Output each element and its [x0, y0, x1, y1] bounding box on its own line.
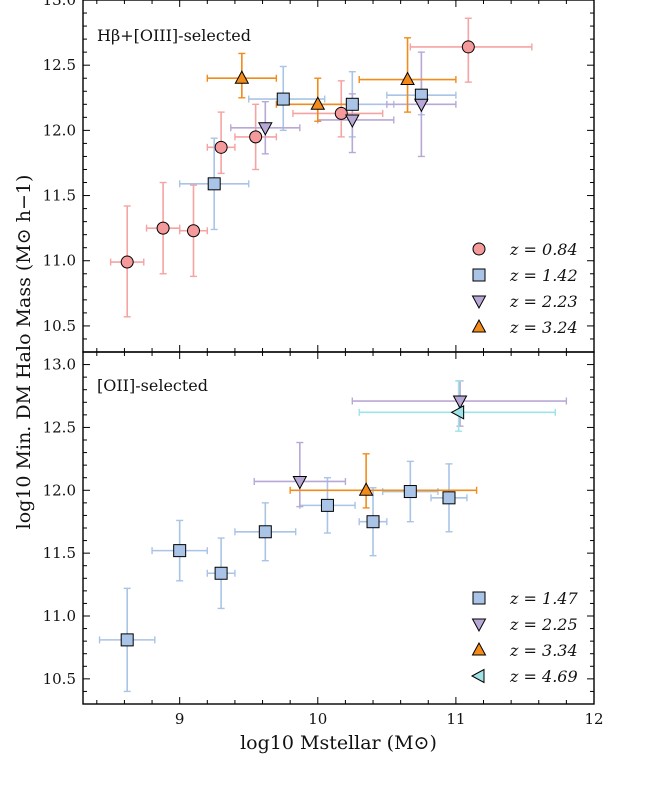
- data-point: [292, 475, 308, 490]
- data-point: [249, 130, 263, 144]
- panel-bottom: 10.5 11.0 11.5 12.0 12.5 13.0 9 10 11 12 [OII]-sel…: [43, 351, 604, 728]
- y-tick-label: 12.0: [43, 121, 76, 139]
- data-point: [156, 221, 170, 235]
- data-point: [450, 405, 465, 420]
- legend-marker: [471, 318, 487, 333]
- legend-marker: [472, 242, 486, 256]
- y-tick-label: 11.0: [43, 607, 76, 625]
- y-tick-label: 13.0: [43, 0, 76, 9]
- data-point: [344, 114, 360, 128]
- legend-label: z = 2.25: [509, 615, 578, 634]
- data-point: [186, 224, 200, 238]
- x-tick-label: 10: [308, 710, 327, 728]
- y-tick-label: 13.0: [43, 356, 76, 374]
- x-tick-label: 11: [446, 710, 465, 728]
- data-point: [214, 566, 228, 580]
- data-point: [276, 92, 290, 106]
- legend-marker: [471, 295, 487, 310]
- data-point: [120, 633, 134, 647]
- legend-marker: [470, 668, 485, 684]
- data-point: [345, 97, 359, 111]
- data-point: [257, 122, 273, 136]
- data-point: [442, 491, 456, 505]
- data-point: [214, 140, 228, 154]
- legend-label: z = 1.47: [509, 589, 578, 608]
- plot-area: [98, 380, 568, 693]
- data-point: [120, 255, 134, 269]
- y-tick-label: 11.5: [43, 544, 76, 562]
- data-point: [258, 525, 272, 539]
- y-axis-label: log10 Min. DM Halo Mass (M⊙ h−1): [13, 175, 35, 530]
- panel-title: [OII]-selected: [97, 376, 208, 395]
- data-point: [234, 70, 250, 84]
- legend-label: z = 4.69: [509, 667, 578, 686]
- data-point: [452, 395, 468, 410]
- legend-label: z = 0.84: [509, 240, 578, 259]
- data-point: [414, 98, 429, 113]
- legend-marker: [471, 618, 487, 633]
- legend-marker: [471, 641, 487, 656]
- y-tick-label: 12.0: [43, 481, 76, 499]
- data-point: [403, 485, 417, 499]
- data-point: [173, 544, 187, 558]
- data-point: [320, 498, 334, 512]
- data-point: [207, 177, 221, 191]
- data-point: [334, 106, 348, 120]
- legend-label: z = 3.24: [509, 318, 578, 337]
- x-tick-label: 9: [175, 710, 185, 728]
- y-tick-label: 11.0: [43, 252, 76, 270]
- data-point: [461, 40, 475, 54]
- data-point: [400, 71, 415, 86]
- data-point: [366, 515, 380, 529]
- legend-label: z = 1.42: [509, 266, 578, 285]
- y-tick-label: 10.5: [43, 670, 76, 688]
- axes-frame: [82, 351, 595, 705]
- legend-marker: [472, 591, 486, 605]
- y-tick-label: 12.5: [43, 418, 76, 436]
- panel-top: 10.5 11.0 11.5 12.0 12.5 13.0 Hβ+[OIII]-select…: [43, 0, 595, 353]
- plot-area: [109, 17, 533, 318]
- y-tick-label: 10.5: [43, 317, 76, 335]
- data-point: [310, 96, 326, 110]
- y-tick-label: 12.5: [43, 56, 76, 74]
- legend-marker: [472, 268, 486, 282]
- legend-label: z = 2.23: [509, 292, 578, 311]
- x-axis-label: log10 Mstellar (M⊙): [240, 732, 437, 754]
- panel-title: Hβ+[OIII]-selected: [97, 26, 251, 45]
- y-tick-label: 11.5: [43, 187, 76, 205]
- legend-label: z = 3.34: [509, 641, 578, 660]
- data-point: [358, 482, 374, 496]
- x-tick-label: 12: [584, 710, 603, 728]
